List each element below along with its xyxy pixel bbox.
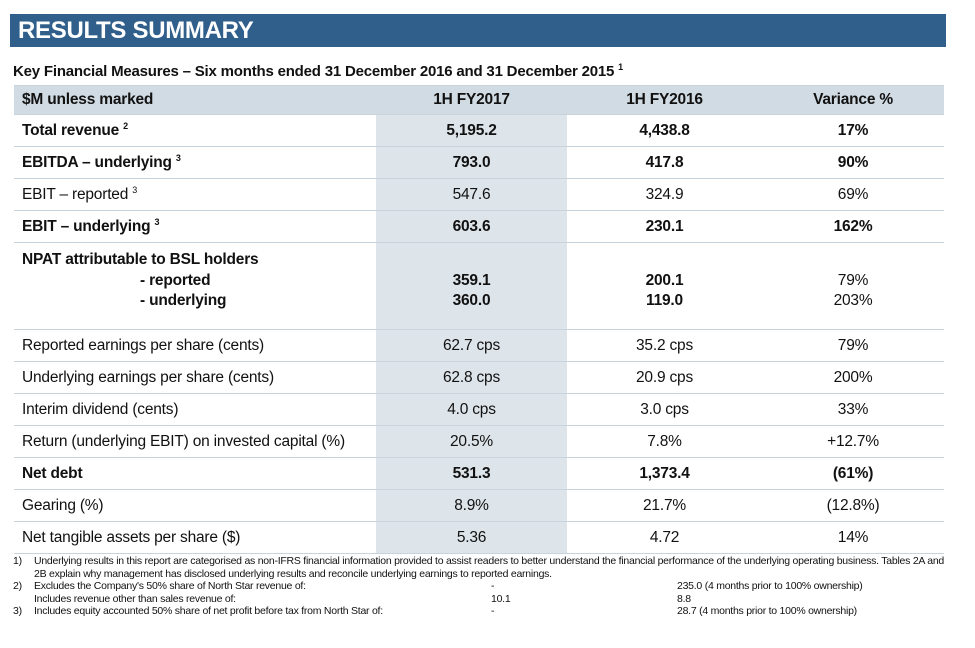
header-1h-fy2016: 1H FY2016 xyxy=(567,85,762,115)
cell-1h-fy2017: 62.8 cps xyxy=(376,361,567,394)
row-label: Total revenue 2 xyxy=(14,114,376,147)
cell-1h-fy2016: 230.1 xyxy=(567,210,762,243)
footnote-2b: Includes revenue other than sales revenu… xyxy=(13,593,948,606)
cell-1h-fy2017: 793.0 xyxy=(376,146,567,179)
cell-variance: 200% xyxy=(762,361,944,394)
footnote-text: Includes revenue other than sales revenu… xyxy=(34,592,236,605)
footnote-value-2016: 8.8 xyxy=(677,592,691,605)
row-label: EBIT – reported 3 xyxy=(14,178,376,211)
footnote-value-2017: - xyxy=(491,580,495,592)
row-label: Interim dividend (cents) xyxy=(14,393,376,426)
footnote-text: Includes equity accounted 50% share of n… xyxy=(34,605,383,617)
npat-reported-label: - reported xyxy=(140,272,211,289)
cell-variance: 17% xyxy=(762,114,944,147)
cell-1h-fy2016: 3.0 cps xyxy=(567,393,762,426)
table-subtitle: Key Financial Measures – Six months ende… xyxy=(13,62,623,80)
key-financial-measures-table: $M unless marked 1H FY2017 1H FY2016 Var… xyxy=(14,85,944,554)
cell-variance: 79% 203% xyxy=(762,242,944,330)
table-row: Reported earnings per share (cents) 62.7… xyxy=(14,329,944,362)
cell-variance: 90% xyxy=(762,146,944,179)
row-label: EBITDA – underlying 3 xyxy=(14,146,376,179)
cell-1h-fy2017: 4.0 cps xyxy=(376,393,567,426)
npat-underlying-2016: 119.0 xyxy=(646,292,683,309)
row-label: Reported earnings per share (cents) xyxy=(14,329,376,362)
footnote-number: 1) xyxy=(13,555,22,567)
cell-1h-fy2016: 21.7% xyxy=(567,489,762,522)
row-label: NPAT attributable to BSL holders - repor… xyxy=(14,242,376,330)
cell-1h-fy2017: 8.9% xyxy=(376,489,567,522)
footnote-value-2017: 10.1 xyxy=(491,592,511,605)
footnote-text: Excludes the Company's 50% share of Nort… xyxy=(34,580,306,592)
npat-reported-2017: 359.1 xyxy=(452,272,491,289)
table-row: Total revenue 2 5,195.2 4,438.8 17% xyxy=(14,114,944,147)
header-1h-fy2017: 1H FY2017 xyxy=(376,85,567,115)
npat-underlying-label: - underlying xyxy=(140,292,227,309)
npat-underlying-2017: 360.0 xyxy=(452,292,491,309)
banner-title: RESULTS SUMMARY xyxy=(18,17,254,44)
npat-reported-var: 79% xyxy=(837,272,869,289)
cell-1h-fy2017: 547.6 xyxy=(376,178,567,211)
cell-1h-fy2016: 7.8% xyxy=(567,425,762,458)
table-row: EBIT – reported 3 547.6 324.9 69% xyxy=(14,178,944,211)
cell-variance: 14% xyxy=(762,521,944,554)
row-label: Gearing (%) xyxy=(14,489,376,522)
footnote-value-2016: 28.7 (4 months prior to 100% ownership) xyxy=(677,605,857,617)
footnote-2: 2) Excludes the Company's 50% share of N… xyxy=(13,580,948,593)
header-measure: $M unless marked xyxy=(14,85,376,115)
footnote-value-2016: 235.0 (4 months prior to 100% ownership) xyxy=(677,580,863,592)
table-row: Net tangible assets per share ($) 5.36 4… xyxy=(14,521,944,554)
table-row: EBIT – underlying 3 603.6 230.1 162% xyxy=(14,210,944,243)
table-header-row: $M unless marked 1H FY2017 1H FY2016 Var… xyxy=(14,85,944,115)
footnote-value-2017: - xyxy=(491,605,495,617)
footnote-text: Underlying results in this report are ca… xyxy=(34,555,945,580)
cell-1h-fy2016: 200.1 119.0 xyxy=(567,242,762,330)
cell-1h-fy2017: 20.5% xyxy=(376,425,567,458)
results-summary-banner: RESULTS SUMMARY xyxy=(10,14,946,47)
row-label: Underlying earnings per share (cents) xyxy=(14,361,376,394)
table-row: EBITDA – underlying 3 793.0 417.8 90% xyxy=(14,146,944,179)
table-row: Net debt 531.3 1,373.4 (61%) xyxy=(14,457,944,490)
row-label: Return (underlying EBIT) on invested cap… xyxy=(14,425,376,458)
table-row: Return (underlying EBIT) on invested cap… xyxy=(14,425,944,458)
cell-1h-fy2016: 1,373.4 xyxy=(567,457,762,490)
footnote-number: 2) xyxy=(13,580,22,592)
cell-1h-fy2017: 603.6 xyxy=(376,210,567,243)
row-label: EBIT – underlying 3 xyxy=(14,210,376,243)
npat-reported-2016: 200.1 xyxy=(645,272,684,289)
footnotes: 1) Underlying results in this report are… xyxy=(13,555,948,618)
table-row: Interim dividend (cents) 4.0 cps 3.0 cps… xyxy=(14,393,944,426)
npat-underlying-var: 203% xyxy=(833,292,873,309)
subtitle-text: Key Financial Measures – Six months ende… xyxy=(13,63,615,80)
cell-1h-fy2016: 35.2 cps xyxy=(567,329,762,362)
cell-1h-fy2017: 62.7 cps xyxy=(376,329,567,362)
cell-variance: 79% xyxy=(762,329,944,362)
table-row: Underlying earnings per share (cents) 62… xyxy=(14,361,944,394)
cell-variance: +12.7% xyxy=(762,425,944,458)
footnote-1: 1) Underlying results in this report are… xyxy=(13,555,948,580)
cell-1h-fy2017: 5,195.2 xyxy=(376,114,567,147)
row-label: Net tangible assets per share ($) xyxy=(14,521,376,554)
cell-1h-fy2016: 4,438.8 xyxy=(567,114,762,147)
table-row: Gearing (%) 8.9% 21.7% (12.8%) xyxy=(14,489,944,522)
cell-1h-fy2017: 5.36 xyxy=(376,521,567,554)
footnote-number: 3) xyxy=(13,605,22,617)
cell-variance: (12.8%) xyxy=(762,489,944,522)
header-variance: Variance % xyxy=(762,85,944,115)
cell-1h-fy2016: 4.72 xyxy=(567,521,762,554)
cell-variance: 33% xyxy=(762,393,944,426)
npat-title: NPAT attributable to BSL holders xyxy=(22,251,259,268)
cell-variance: 162% xyxy=(762,210,944,243)
cell-1h-fy2016: 324.9 xyxy=(567,178,762,211)
cell-1h-fy2016: 20.9 cps xyxy=(567,361,762,394)
footnote-3: 3) Includes equity accounted 50% share o… xyxy=(13,605,948,618)
table-row-npat: NPAT attributable to BSL holders - repor… xyxy=(14,242,944,330)
cell-1h-fy2017: 359.1 360.0 xyxy=(376,242,567,330)
cell-1h-fy2017: 531.3 xyxy=(376,457,567,490)
cell-variance: (61%) xyxy=(762,457,944,490)
subtitle-footnote-ref: 1 xyxy=(618,62,623,72)
cell-variance: 69% xyxy=(762,178,944,211)
cell-1h-fy2016: 417.8 xyxy=(567,146,762,179)
row-label: Net debt xyxy=(14,457,376,490)
